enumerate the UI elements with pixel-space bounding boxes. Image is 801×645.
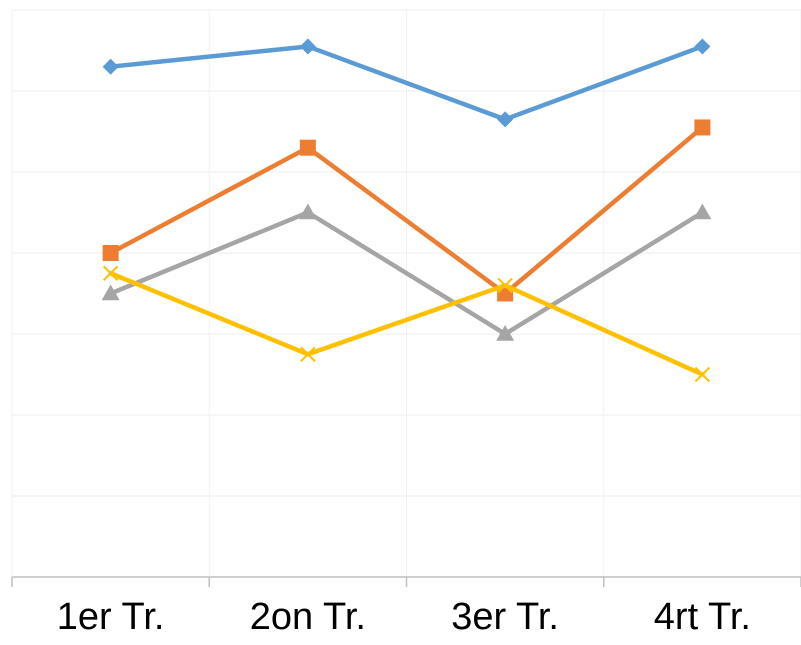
data-point-marker xyxy=(299,139,316,156)
x-tick-label: 4rt Tr. xyxy=(654,596,751,638)
x-tick-label: 3er Tr. xyxy=(451,596,559,638)
x-tick-label: 2on Tr. xyxy=(250,596,366,638)
series-line xyxy=(108,125,705,296)
series-4 xyxy=(102,265,711,383)
x-tick-label: 1er Tr. xyxy=(57,596,165,638)
series-layer xyxy=(101,38,712,383)
data-point-marker xyxy=(497,277,513,294)
data-point-marker xyxy=(300,346,316,362)
data-point-marker xyxy=(102,245,119,261)
vertical-gridlines xyxy=(11,10,801,577)
data-point-marker xyxy=(299,38,316,55)
data-point-marker xyxy=(102,58,119,75)
data-point-marker xyxy=(693,203,712,220)
data-point-marker xyxy=(102,265,119,281)
series-line xyxy=(108,210,705,337)
data-point-marker xyxy=(694,366,711,383)
data-point-marker xyxy=(496,325,515,341)
data-point-marker xyxy=(694,38,711,55)
data-point-marker xyxy=(298,203,317,220)
data-point-marker xyxy=(101,284,120,301)
x-axis-ticks xyxy=(11,577,801,587)
data-point-marker xyxy=(694,119,711,136)
x-axis-tick-labels: 1er Tr. 2on Tr. 3er Tr. 4rt Tr. xyxy=(57,596,751,638)
series-1 xyxy=(102,38,711,128)
series-line xyxy=(108,44,705,122)
series-3 xyxy=(101,203,712,341)
series-line xyxy=(108,271,705,377)
data-point-marker xyxy=(497,111,514,128)
